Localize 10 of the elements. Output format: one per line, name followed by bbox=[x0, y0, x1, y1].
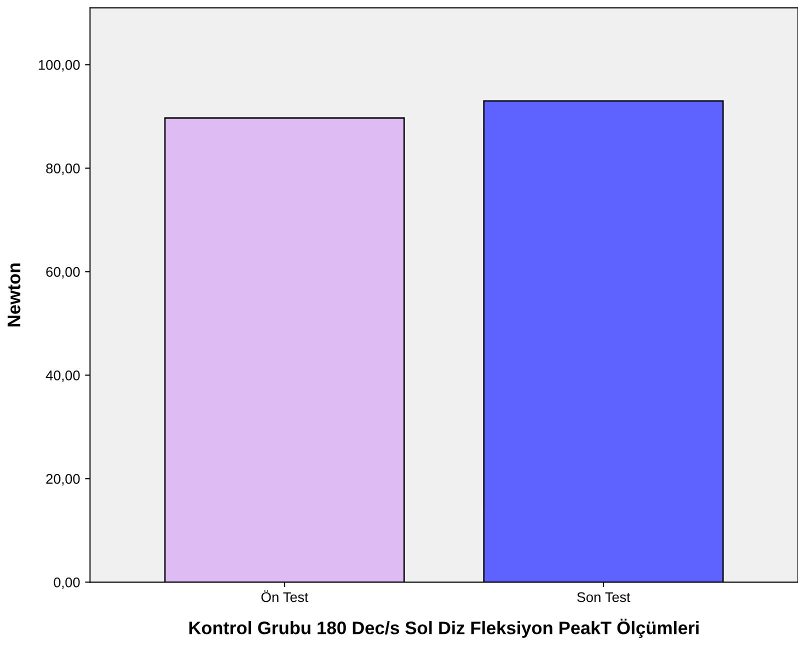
x-tick-label: Son Test bbox=[577, 592, 630, 602]
y-axis-title: Newton bbox=[8, 263, 20, 326]
y-tick-label: 0,00 bbox=[54, 577, 80, 589]
x-axis-title: Kontrol Grubu 180 Dec/s Sol Diz Fleksiyon PeakT Ölçümleri bbox=[189, 618, 699, 638]
y-tick-label: 100,00 bbox=[38, 60, 80, 72]
y-tick-label: 20,00 bbox=[46, 474, 80, 486]
y-tick-label: 60,00 bbox=[46, 267, 80, 278]
x-tick-label: Ön Test bbox=[261, 590, 308, 602]
y-tick-label: 40,00 bbox=[46, 370, 80, 382]
y-tick-label: 80,00 bbox=[46, 164, 80, 176]
